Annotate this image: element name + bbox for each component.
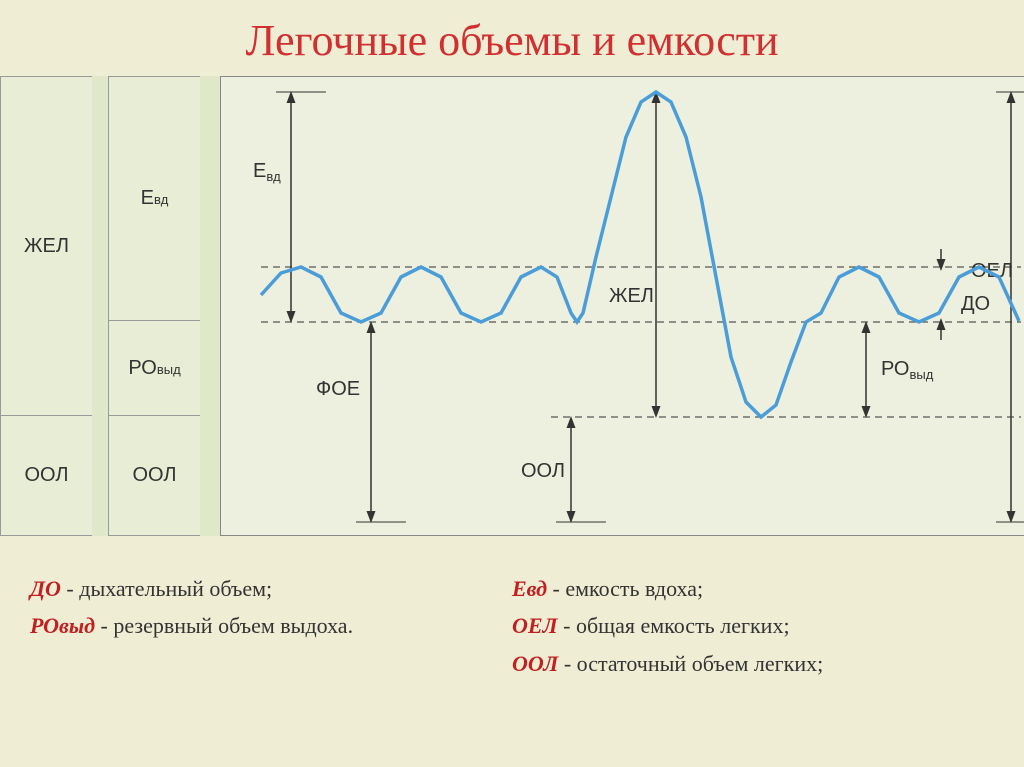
legend-item: ДО - дыхательный объем;: [30, 570, 512, 607]
column-1: ЖЕЛ ООЛ: [0, 76, 92, 536]
oel-label: ОЕЛ: [971, 260, 1013, 282]
legend-right: Евд - емкость вдоха; ОЕЛ - общая емкость…: [512, 570, 994, 730]
col2-seg-ool: ООЛ: [109, 416, 200, 536]
legend-item: ООЛ - остаточный объем легких;: [512, 645, 994, 682]
legend-item: ОЕЛ - общая емкость легких;: [512, 607, 994, 644]
col2-seg-rovyd: РОвыд: [109, 321, 200, 416]
evd-label: Евд: [253, 160, 281, 184]
rovyd-label: РОвыд: [881, 358, 934, 382]
page-title: Легочные объемы и емкости: [0, 0, 1024, 76]
ool-label: ООЛ: [521, 460, 565, 482]
spirogram-diagram: ЖЕЛ ООЛ Евд РОвыд ООЛ Евд: [0, 76, 1024, 536]
do-label: ДО: [961, 293, 990, 315]
zhel-label: ЖЕЛ: [609, 285, 654, 307]
legend-item: Евд - емкость вдоха;: [512, 570, 994, 607]
column-2: Евд РОвыд ООЛ: [108, 76, 200, 536]
legend: ДО - дыхательный объем; РОвыд - резервны…: [0, 540, 1024, 760]
foe-label: ФОЕ: [316, 378, 360, 400]
legend-left: ДО - дыхательный объем; РОвыд - резервны…: [30, 570, 512, 730]
col1-seg-zhel: ЖЕЛ: [1, 76, 92, 416]
chart-box: Евд ФОЕ ЖЕЛ ООЛ ОЕЛ ДО РОвыд: [220, 76, 1024, 536]
col2-seg-evd: Евд: [109, 76, 200, 321]
col1-seg-ool: ООЛ: [1, 416, 92, 536]
legend-item: РОвыд - резервный объем выдоха.: [30, 607, 512, 644]
chart-svg: Евд ФОЕ ЖЕЛ ООЛ ОЕЛ ДО РОвыд: [221, 77, 1024, 537]
